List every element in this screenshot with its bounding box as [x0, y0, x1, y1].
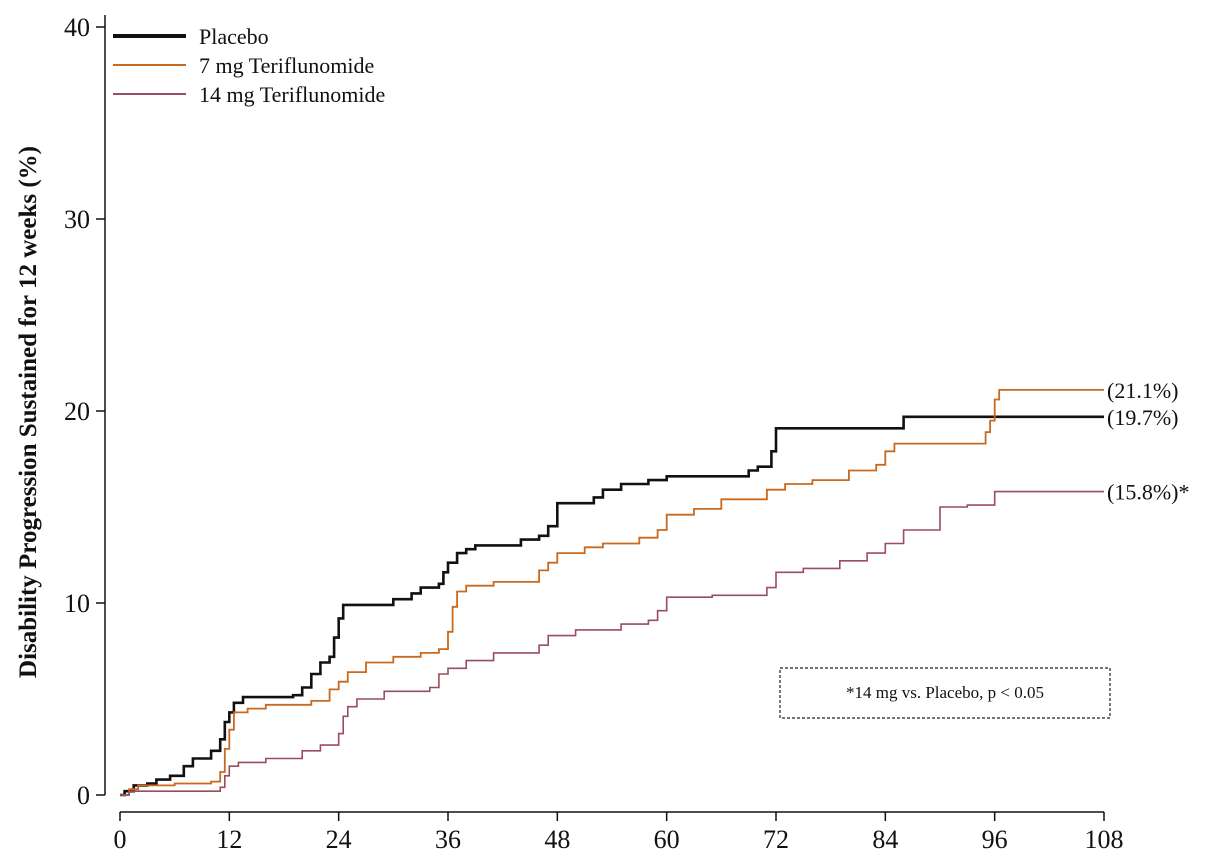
y-axis-label: Disability Progression Sustained for 12 … — [15, 146, 42, 678]
series-line-2 — [120, 490, 1104, 796]
axes: 0 12 24 36 48 60 72 84 96 108 0 10 20 30 40 — [64, 13, 1124, 854]
y-tick-label: 10 — [64, 589, 90, 618]
y-tick-label: 30 — [64, 205, 90, 234]
x-tick-label: 36 — [435, 825, 461, 854]
end-label-1: (21.1%) — [1107, 378, 1178, 403]
x-tick-label: 60 — [654, 825, 680, 854]
series-line-0 — [120, 415, 1104, 797]
y-tick-label: 20 — [64, 397, 90, 426]
note-frame — [779, 667, 1111, 719]
significance-note-box: *14 mg vs. Placebo, p < 0.05 — [779, 667, 1111, 719]
legend: Placebo 7 mg Teriflunomide 14 mg Terifluno… — [113, 24, 385, 107]
x-tick-label: 12 — [216, 825, 242, 854]
legend-label-1: 7 mg Teriflunomide — [199, 53, 374, 78]
legend-label-2: 14 mg Teriflunomide — [199, 82, 385, 107]
end-label-0: (19.7%) — [1107, 405, 1178, 430]
x-tick-label: 24 — [326, 825, 352, 854]
end-labels: (19.7%)(21.1%) (15.8%)* — [1107, 378, 1189, 505]
y-ticks: 0 10 20 30 40 — [64, 13, 105, 810]
x-tick-label: 48 — [544, 825, 570, 854]
x-tick-label: 0 — [114, 825, 127, 854]
x-tick-label: 84 — [872, 825, 898, 854]
legend-label-0: Placebo — [199, 24, 269, 49]
y-tick-label: 40 — [64, 13, 90, 42]
significance-note: *14 mg vs. Placebo, p < 0.05 — [846, 683, 1044, 702]
y-tick-label: 0 — [77, 781, 90, 810]
series-lines — [120, 389, 1104, 797]
x-ticks: 0 12 24 36 48 60 72 84 96 108 — [114, 812, 1124, 854]
x-tick-label: 108 — [1085, 825, 1124, 854]
end-label-2: (15.8%)* — [1107, 480, 1189, 505]
series-line-1 — [120, 389, 1104, 796]
x-tick-label: 96 — [982, 825, 1008, 854]
x-tick-label: 72 — [763, 825, 789, 854]
